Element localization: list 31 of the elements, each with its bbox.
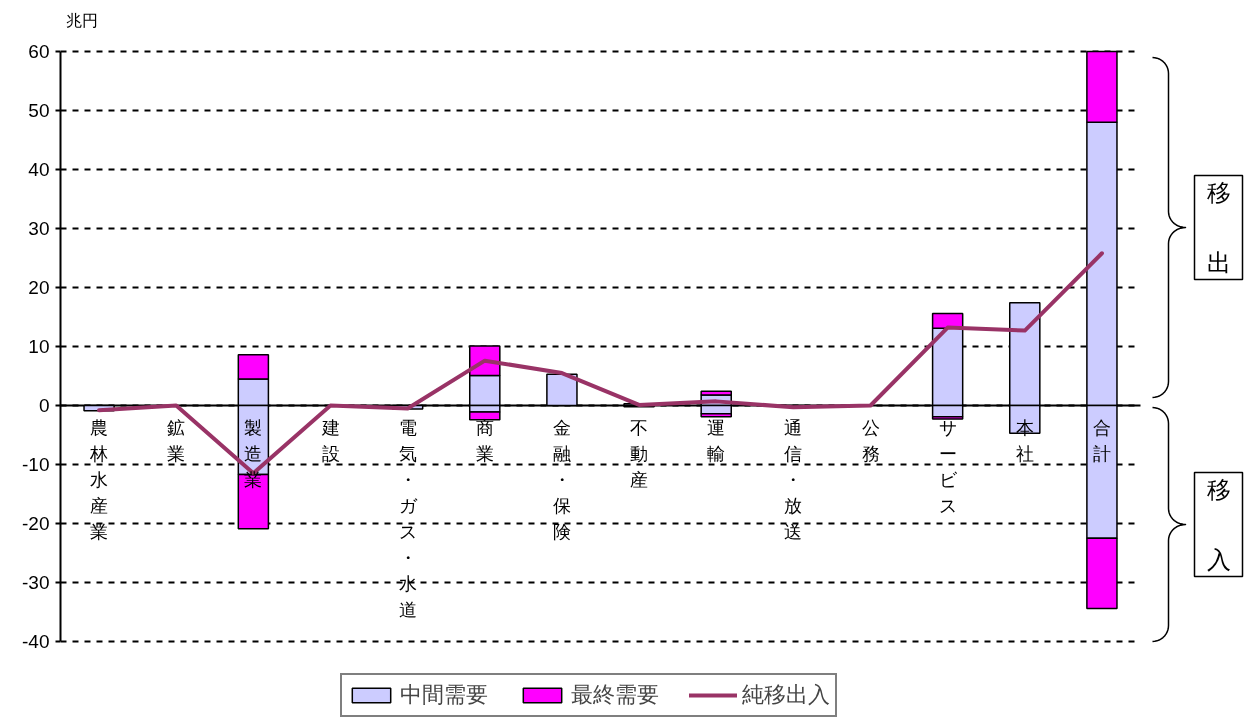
x-tick-label: 公務 <box>861 417 880 464</box>
x-tick-label: 通信・放送 <box>784 417 803 542</box>
x-tick-label: 金融・保険 <box>552 417 571 542</box>
text: 移入 <box>1206 475 1231 574</box>
y-tick-label: 30 <box>28 218 50 239</box>
x-tick-label: 本社 <box>1015 417 1034 464</box>
x-tick-label: 電気・ガス・水道 <box>398 417 418 620</box>
y-tick-label: 0 <box>38 395 50 416</box>
y-axis-title: 兆円 <box>65 12 98 29</box>
y-tick-label: -40 <box>22 631 50 652</box>
x-tick-label: 不動産 <box>630 417 649 490</box>
y-tick-label: 50 <box>28 100 50 121</box>
x-tick-label: サービス <box>938 417 958 516</box>
y-tick-label: 60 <box>28 41 50 62</box>
x-tick-label: 製造業 <box>244 417 263 490</box>
y-tick-label: -10 <box>22 454 50 475</box>
x-tick-label: 合計 <box>1092 417 1111 464</box>
x-tick-label: 建設 <box>320 417 340 464</box>
y-tick-label: 40 <box>28 159 50 180</box>
legend-label: 最終需要 <box>571 681 659 709</box>
x-tick-label: 農林水産業 <box>89 417 109 542</box>
y-tick-label: -30 <box>22 572 50 593</box>
y-tick-label: 10 <box>28 336 50 357</box>
legend-label: 中間需要 <box>400 681 488 709</box>
y-tick-label: 20 <box>28 277 50 298</box>
x-tick-label: 商業 <box>475 417 494 464</box>
y-tick-label: -20 <box>22 513 50 534</box>
x-tick-label: 運輸 <box>707 417 726 464</box>
x-tick-label: 鉱業 <box>167 417 186 464</box>
legend-label: 純移出入 <box>742 681 830 709</box>
text: 移出 <box>1206 178 1231 277</box>
